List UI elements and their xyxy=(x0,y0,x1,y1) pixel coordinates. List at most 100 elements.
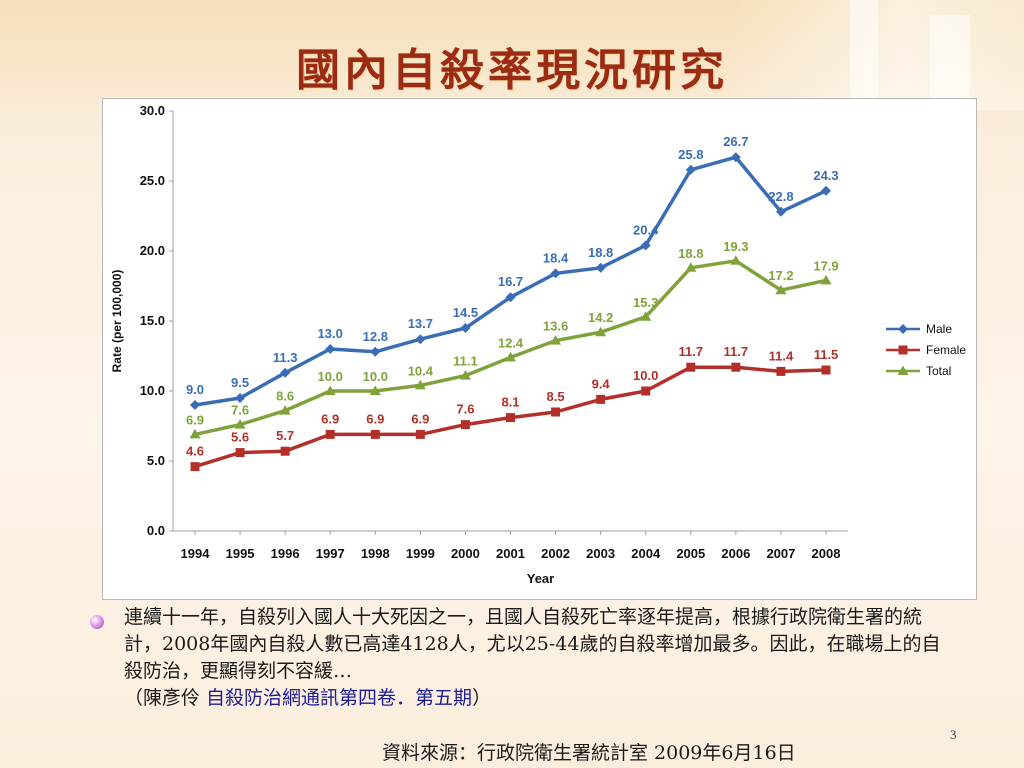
data-label-male: 9.5 xyxy=(231,375,249,390)
data-point-male xyxy=(595,262,606,273)
data-point-male xyxy=(685,164,696,175)
x-tick-label: 2008 xyxy=(812,546,841,561)
x-tick-label: 2006 xyxy=(721,546,750,561)
data-label-total: 19.3 xyxy=(723,239,748,254)
data-label-total: 10.0 xyxy=(318,369,343,384)
data-point-male xyxy=(460,323,471,333)
data-label-male: 13.7 xyxy=(408,316,433,331)
data-point-total xyxy=(234,419,246,429)
x-tick-label: 1995 xyxy=(226,546,255,561)
data-label-total: 7.6 xyxy=(231,403,249,418)
data-point-male xyxy=(370,346,381,357)
data-label-male: 24.3 xyxy=(813,168,838,183)
legend-label-total: Total xyxy=(926,364,951,378)
data-label-female: 11.4 xyxy=(769,348,794,363)
data-label-total: 6.9 xyxy=(186,412,204,427)
reference-source: 自殺防治網通訊第四卷．第五期 xyxy=(206,687,473,709)
data-label-male: 11.3 xyxy=(273,350,298,365)
data-label-female: 5.7 xyxy=(276,428,294,443)
data-point-female xyxy=(551,407,561,417)
reference-close: ） xyxy=(472,687,492,709)
legend-marker-male xyxy=(898,324,908,334)
data-label-total: 15.3 xyxy=(633,295,658,310)
data-label-total: 10.4 xyxy=(408,363,434,378)
data-point-female xyxy=(596,394,606,404)
y-tick-label: 30.0 xyxy=(140,103,165,118)
data-point-female xyxy=(686,362,696,372)
data-label-total: 13.6 xyxy=(543,319,568,334)
data-label-male: 16.7 xyxy=(498,274,523,289)
data-point-total xyxy=(730,255,742,265)
paragraph-main-text: 連續十一年，自殺列入國人十大死因之一，且國人自殺死亡率逐年提高，根據行政院衛生署… xyxy=(124,606,941,682)
data-point-male xyxy=(821,185,831,196)
y-tick-label: 15.0 xyxy=(140,313,165,328)
data-point-female xyxy=(415,429,425,439)
x-tick-label: 2007 xyxy=(766,546,795,561)
data-point-female xyxy=(235,448,245,458)
data-label-male: 26.7 xyxy=(723,134,748,149)
y-axis-label: Rate (per 100,000) xyxy=(110,270,124,373)
data-point-total xyxy=(369,385,381,395)
x-tick-label: 1996 xyxy=(271,546,300,561)
x-tick-label: 1998 xyxy=(361,546,390,561)
data-label-female: 10.0 xyxy=(633,368,658,383)
data-label-female: 11.7 xyxy=(678,344,703,359)
data-label-total: 8.6 xyxy=(276,389,294,404)
data-label-female: 7.6 xyxy=(456,402,474,417)
data-label-female: 6.9 xyxy=(411,411,429,426)
data-label-male: 13.0 xyxy=(318,326,343,341)
background-building xyxy=(850,0,878,100)
data-point-male xyxy=(550,268,561,279)
data-point-total xyxy=(775,284,787,295)
data-label-female: 5.6 xyxy=(231,430,249,445)
data-point-male xyxy=(730,152,741,163)
bullet-icon xyxy=(90,615,104,629)
data-point-male xyxy=(640,240,651,251)
reference-open: （陳彥伶 xyxy=(124,687,207,709)
data-label-total: 14.2 xyxy=(588,310,613,325)
data-point-female xyxy=(776,366,786,376)
data-point-male xyxy=(235,393,246,403)
data-label-female: 8.1 xyxy=(501,395,519,410)
x-tick-label: 2004 xyxy=(631,546,661,561)
x-tick-label: 1997 xyxy=(316,546,345,561)
legend-marker-total xyxy=(897,365,909,375)
line-chart: 0.0 5.0 10.0 15.0 20.0 25.0 30.0 1994 1995 1996 19… xyxy=(110,103,966,586)
data-point-total xyxy=(550,335,562,345)
x-tick-label: 2002 xyxy=(541,546,570,561)
data-label-female: 9.4 xyxy=(592,376,611,391)
data-label-male: 25.8 xyxy=(678,147,703,162)
data-label-male: 14.5 xyxy=(453,305,478,320)
y-tick-label: 25.0 xyxy=(140,173,165,188)
data-label-male: 9.0 xyxy=(186,382,204,397)
data-point-total xyxy=(324,385,336,395)
data-point-total xyxy=(414,379,426,390)
data-point-male xyxy=(505,292,516,303)
data-label-female: 11.7 xyxy=(724,344,749,359)
legend-marker-female xyxy=(898,345,908,355)
data-label-female: 6.9 xyxy=(321,411,339,426)
data-label-male: 20.4 xyxy=(633,222,659,237)
background-building xyxy=(930,15,970,100)
data-point-female xyxy=(190,462,200,472)
x-tick-label: 1994 xyxy=(181,546,211,561)
data-point-male xyxy=(415,334,426,345)
data-point-total xyxy=(685,262,697,272)
data-label-total: 10.0 xyxy=(363,369,388,384)
x-tick-label: 2001 xyxy=(496,546,525,561)
data-label-male: 22.8 xyxy=(768,189,793,204)
data-label-female: 6.9 xyxy=(366,411,384,426)
legend-label-female: Female xyxy=(926,343,966,357)
y-tick-label: 10.0 xyxy=(140,383,165,398)
data-point-total xyxy=(459,370,471,380)
x-tick-label: 2003 xyxy=(586,546,615,561)
body-paragraph: 連續十一年，自殺列入國人十大死因之一，且國人自殺死亡率逐年提高，根據行政院衛生署… xyxy=(124,604,954,712)
source-note: 資料來源：行政院衛生署統計室 2009年6月16日 xyxy=(382,742,796,764)
data-point-male xyxy=(280,367,291,378)
data-point-total xyxy=(279,405,291,415)
data-point-total xyxy=(640,311,652,321)
data-label-male: 18.8 xyxy=(588,245,613,260)
data-point-male xyxy=(190,400,200,410)
y-tick-label: 20.0 xyxy=(140,243,165,258)
data-label-female: 11.5 xyxy=(814,347,839,362)
